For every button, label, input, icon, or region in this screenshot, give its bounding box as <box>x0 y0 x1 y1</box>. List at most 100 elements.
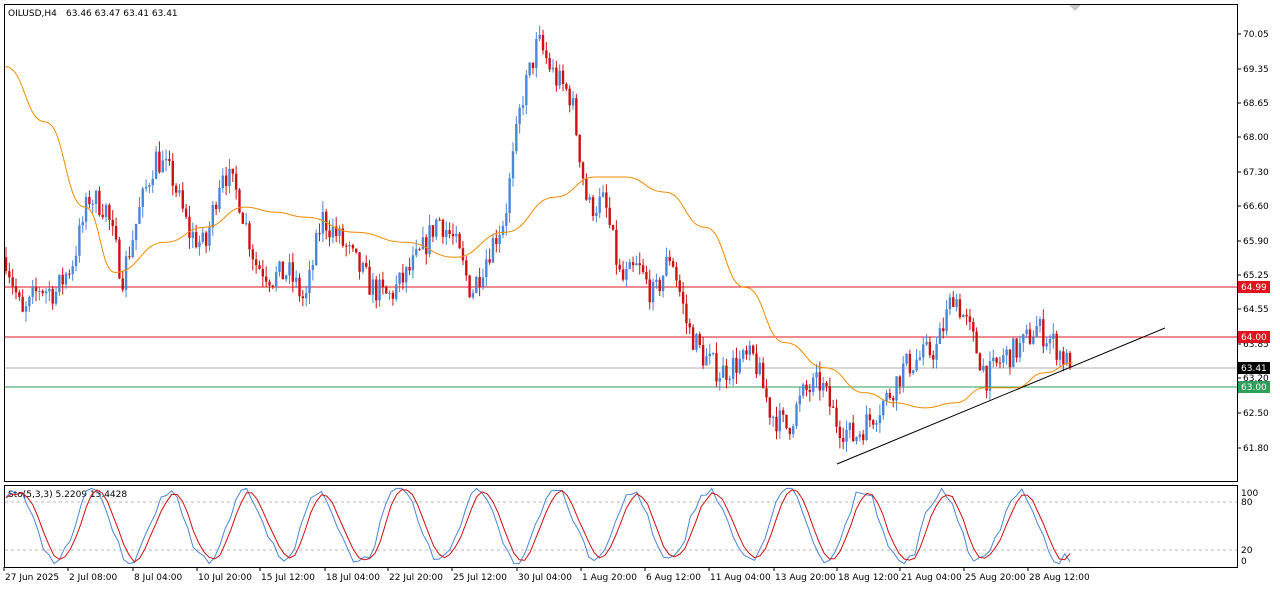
candle-body <box>978 353 982 371</box>
candle-body <box>585 178 588 200</box>
candle-body <box>108 204 111 220</box>
stoch-panel-frame <box>4 485 1238 568</box>
candle-body <box>488 259 491 263</box>
candle-body <box>241 212 245 224</box>
candle-body <box>244 223 248 225</box>
stoch-tick-20: 20 <box>1241 546 1253 556</box>
candle-body <box>204 232 208 246</box>
candle-body <box>435 219 438 237</box>
price-tick-label: 66.60 <box>1243 202 1269 212</box>
scroll-marker-icon[interactable] <box>1069 5 1081 11</box>
time-tick-label: 11 Aug 04:00 <box>710 573 771 583</box>
candle-body <box>948 297 952 310</box>
candle-body <box>331 226 335 238</box>
price-axis: 70.05 69.35 68.65 68.00 67.30 66.60 65.90 65.25… <box>1237 30 1269 454</box>
candle-body <box>865 414 868 441</box>
candle-body <box>308 269 311 294</box>
candle-body <box>591 197 595 217</box>
candle-body <box>548 58 551 70</box>
candle-body <box>1048 339 1052 344</box>
candle-body <box>1062 351 1065 365</box>
candle-body <box>301 296 305 299</box>
price-tick-label: 68.65 <box>1243 99 1269 109</box>
trendline[interactable] <box>836 327 1166 465</box>
candle-body <box>995 357 998 363</box>
candle-body <box>465 260 468 276</box>
candle-body <box>545 50 548 59</box>
candle-body <box>58 274 61 292</box>
candle-body <box>828 386 832 407</box>
candle-body <box>68 273 71 275</box>
candle-body <box>715 353 718 382</box>
candle-body <box>892 398 895 401</box>
candle-body <box>551 67 555 70</box>
candle-body <box>1028 329 1032 344</box>
candle-body <box>681 291 685 304</box>
candle-body <box>868 414 872 421</box>
candle-body <box>88 197 91 205</box>
candle-body <box>528 62 531 76</box>
candle-body <box>1042 319 1045 347</box>
candle-body <box>368 266 371 295</box>
candle-body <box>728 378 731 381</box>
candle-body <box>258 265 261 269</box>
candle-body <box>398 272 401 285</box>
price-tick-label: 65.90 <box>1243 237 1269 247</box>
price-tag-upper: 64.99 <box>1238 281 1270 293</box>
candle-body <box>495 238 498 245</box>
candle-body <box>415 249 418 256</box>
candle-body <box>925 341 928 345</box>
candle-body <box>511 151 515 179</box>
candle-body <box>801 384 805 396</box>
candle-body <box>785 414 788 429</box>
candle-body <box>54 291 58 304</box>
time-tick-label: 25 Aug 20:00 <box>965 573 1026 583</box>
candle-body <box>314 233 318 266</box>
candle-body <box>31 287 34 297</box>
candle-body <box>74 255 78 267</box>
candle-body <box>541 34 545 51</box>
candle-body <box>982 365 985 371</box>
candle-body <box>355 248 358 253</box>
candle-body <box>1022 334 1025 343</box>
time-tick-label: 13 Aug 20:00 <box>775 573 836 583</box>
candle-body <box>291 262 295 282</box>
candle-body <box>675 266 678 281</box>
candle-body <box>932 355 935 360</box>
time-tick-label: 10 Jul 20:00 <box>198 573 252 583</box>
candle-body <box>862 434 865 441</box>
candle-body <box>148 185 151 187</box>
candle-body <box>338 228 341 237</box>
candle-body <box>575 98 578 135</box>
candle-body <box>158 151 161 173</box>
time-tick-label: 28 Aug 12:00 <box>1029 573 1090 583</box>
candle-body <box>955 299 958 308</box>
candle-body <box>201 232 204 242</box>
time-tick-label: 1 Aug 20:00 <box>582 573 637 583</box>
candle-body <box>885 392 888 401</box>
candle-body <box>104 204 108 217</box>
candle-body <box>755 353 758 375</box>
candle-body <box>401 272 405 283</box>
candle-body <box>965 314 968 317</box>
candle-body <box>284 275 288 280</box>
candle-body <box>455 233 458 237</box>
candle-body <box>451 234 455 237</box>
candle-body <box>968 316 972 322</box>
candle-body <box>581 162 585 179</box>
candle-body <box>181 190 184 209</box>
candle-body <box>615 229 618 265</box>
candle-body <box>655 279 658 282</box>
candle-body <box>922 344 925 358</box>
candle-body <box>838 426 842 439</box>
candle-body <box>1002 355 1005 363</box>
candle-body <box>214 204 218 210</box>
candle-body <box>321 211 325 234</box>
candle-body <box>835 407 838 427</box>
candle-body <box>1015 338 1018 358</box>
candle-body <box>154 151 158 179</box>
candle-body <box>188 216 191 238</box>
candle-body <box>361 263 365 272</box>
candle-body <box>561 70 565 85</box>
